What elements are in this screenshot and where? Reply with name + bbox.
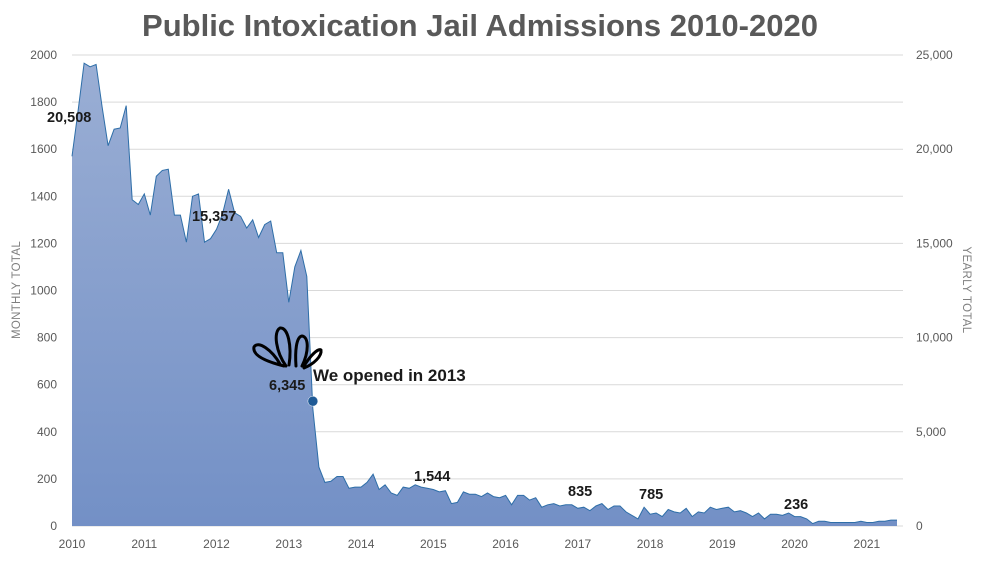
annotation-2010: 20,508 bbox=[47, 110, 91, 126]
y2-tick-label: 0 bbox=[916, 519, 923, 533]
x-tick-label: 2013 bbox=[275, 537, 302, 551]
y2-tick-label: 5,000 bbox=[916, 425, 946, 439]
y-tick-label: 600 bbox=[37, 378, 57, 392]
y-tick-label: 1800 bbox=[30, 95, 57, 109]
x-tick-label: 2019 bbox=[709, 537, 736, 551]
y2-tick-label: 10,000 bbox=[916, 331, 953, 345]
series-area bbox=[72, 63, 897, 526]
series-line bbox=[71, 62, 897, 525]
y-tick-label: 200 bbox=[37, 472, 57, 486]
y-tick-label: 400 bbox=[37, 425, 57, 439]
y-tick-label: 1200 bbox=[30, 236, 57, 250]
annotation-2016: 835 bbox=[568, 484, 592, 500]
x-tick-label: 2010 bbox=[59, 537, 86, 551]
annotation-2013: 6,345 bbox=[269, 378, 305, 394]
flower-doodle-icon bbox=[252, 326, 323, 370]
x-tick-label: 2012 bbox=[203, 537, 230, 551]
annotation-2017: 785 bbox=[639, 487, 663, 503]
x-tick-label: 2021 bbox=[854, 537, 881, 551]
x-tick-label: 2018 bbox=[637, 537, 664, 551]
y-tick-label: 1000 bbox=[30, 284, 57, 298]
annotation-2014: 1,544 bbox=[414, 469, 450, 485]
x-tick-label: 2016 bbox=[492, 537, 519, 551]
x-tick-label: 2011 bbox=[131, 537, 157, 551]
y-axis-ticks: 0 200 400 600 800 1000 1200 1400 1600 1800 2000 bbox=[30, 48, 57, 533]
chart-title: Public Intoxication Jail Admissions 2010… bbox=[142, 8, 818, 43]
y2-axis-title: YEARLY TOTAL bbox=[960, 247, 972, 334]
y2-tick-label: 25,000 bbox=[916, 48, 953, 62]
y-axis-title: MONTHLY TOTAL bbox=[11, 241, 23, 339]
x-tick-label: 2020 bbox=[781, 537, 808, 551]
x-tick-label: 2017 bbox=[564, 537, 591, 551]
x-tick-label: 2015 bbox=[420, 537, 447, 551]
y-tick-label: 0 bbox=[50, 519, 57, 533]
y2-tick-label: 15,000 bbox=[916, 236, 953, 250]
x-axis-ticks: 2010 2011 2012 2013 2014 2015 2016 2017 2018 2019… bbox=[59, 537, 881, 551]
y-tick-label: 2000 bbox=[30, 48, 57, 62]
y-tick-label: 1600 bbox=[30, 142, 57, 156]
annotation-2019: 236 bbox=[784, 497, 808, 513]
x-tick-label: 2014 bbox=[348, 537, 375, 551]
y-tick-label: 800 bbox=[37, 331, 57, 345]
annotation-2011: 15,357 bbox=[192, 209, 236, 225]
opened-marker bbox=[307, 395, 319, 407]
annotation-opened-note: We opened in 2013 bbox=[313, 366, 466, 385]
y-tick-label: 1400 bbox=[30, 189, 57, 203]
y2-axis-ticks: 0 5,000 10,000 15,000 20,000 25,000 bbox=[916, 48, 953, 533]
y2-tick-label: 20,000 bbox=[916, 142, 953, 156]
